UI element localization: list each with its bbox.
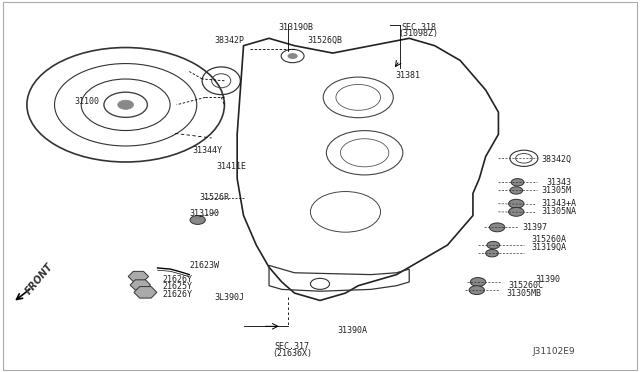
Text: 31319QA: 31319QA bbox=[532, 243, 566, 252]
Circle shape bbox=[509, 199, 524, 208]
Circle shape bbox=[118, 100, 134, 109]
Text: 315260C: 315260C bbox=[508, 281, 543, 290]
Text: 31390A: 31390A bbox=[338, 326, 368, 335]
Text: FRONT: FRONT bbox=[24, 262, 56, 296]
Circle shape bbox=[190, 215, 205, 224]
Text: 31526QB: 31526QB bbox=[307, 36, 342, 45]
Circle shape bbox=[486, 250, 499, 257]
Text: 31526R: 31526R bbox=[199, 193, 229, 202]
Circle shape bbox=[511, 179, 524, 186]
Polygon shape bbox=[134, 286, 157, 298]
Text: 3L390J: 3L390J bbox=[215, 293, 245, 302]
Circle shape bbox=[469, 286, 484, 295]
Text: 313190: 313190 bbox=[189, 209, 220, 218]
Text: 38342Q: 38342Q bbox=[541, 155, 572, 164]
Text: 31100: 31100 bbox=[75, 97, 100, 106]
Circle shape bbox=[487, 241, 500, 249]
Circle shape bbox=[287, 53, 298, 59]
Polygon shape bbox=[130, 280, 150, 290]
Text: 21626Y: 21626Y bbox=[162, 291, 192, 299]
Text: 31343+A: 31343+A bbox=[541, 199, 577, 208]
Text: 315260A: 315260A bbox=[532, 235, 566, 244]
Text: (21636X): (21636X) bbox=[272, 350, 312, 359]
Text: 31397: 31397 bbox=[523, 223, 548, 232]
Text: (31098Z): (31098Z) bbox=[398, 29, 438, 38]
Text: 31305NA: 31305NA bbox=[541, 207, 577, 217]
Text: 31319OB: 31319OB bbox=[278, 23, 314, 32]
Text: SEC.317: SEC.317 bbox=[274, 342, 309, 351]
Circle shape bbox=[490, 223, 505, 232]
Circle shape bbox=[509, 208, 524, 216]
Circle shape bbox=[470, 278, 486, 286]
Text: 31411E: 31411E bbox=[217, 162, 247, 171]
Text: J31102E9: J31102E9 bbox=[532, 347, 575, 356]
Text: 31344Y: 31344Y bbox=[193, 147, 223, 155]
Text: 21623W: 21623W bbox=[189, 261, 220, 270]
Polygon shape bbox=[128, 271, 148, 282]
Text: 38342P: 38342P bbox=[215, 36, 245, 45]
Text: 31381: 31381 bbox=[395, 71, 420, 80]
Text: SEC.318: SEC.318 bbox=[401, 23, 436, 32]
Text: 21625Y: 21625Y bbox=[162, 282, 192, 291]
Text: 31305M: 31305M bbox=[541, 186, 572, 195]
Circle shape bbox=[510, 187, 523, 194]
Text: 21626Y: 21626Y bbox=[162, 275, 192, 283]
Text: 31390: 31390 bbox=[536, 275, 561, 283]
Text: 31343: 31343 bbox=[546, 178, 572, 187]
Text: 31305MB: 31305MB bbox=[507, 289, 541, 298]
